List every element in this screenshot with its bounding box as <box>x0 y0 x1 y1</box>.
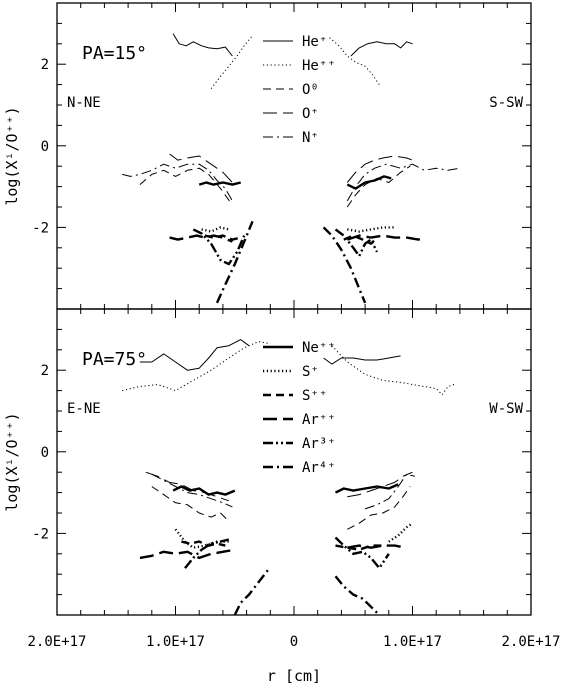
series-line <box>122 341 271 392</box>
legend-label: Ar⁺⁺ <box>302 412 336 428</box>
legend-label: O⁺ <box>302 106 319 122</box>
panel-top: -2 0 2 log(Xⁱ/O⁺⁺) PA=15° N-NE S-SW He⁺ He⁺⁺ O⁰ O⁺… <box>3 2 532 310</box>
legend-label: N⁺ <box>302 130 319 146</box>
right-direction-label: S-SW <box>489 95 523 111</box>
legend-label: Ne⁺⁺ <box>302 340 336 356</box>
series-line <box>192 228 246 266</box>
y-tick-label: 2 <box>41 57 49 73</box>
left-direction-label: N-NE <box>67 95 101 111</box>
series-line <box>210 35 253 90</box>
series-line <box>334 575 381 616</box>
y-tick-label: 0 <box>41 445 49 461</box>
panel-title: PA=15° <box>82 43 147 64</box>
series-line <box>346 234 425 241</box>
series-line <box>322 226 367 304</box>
series-line <box>172 485 236 496</box>
legend-label: S⁺⁺ <box>302 388 327 404</box>
series-line <box>346 175 392 190</box>
series-line <box>388 522 414 543</box>
series-line <box>350 41 413 57</box>
series-line <box>323 355 401 365</box>
y-tick-label: 0 <box>41 139 49 155</box>
y-axis-label: log(Xⁱ/O⁺⁺) <box>3 106 21 205</box>
series-line <box>184 538 230 569</box>
legend-label: Ar³⁺ <box>302 436 336 452</box>
x-tick-label: 1.0E+17 <box>146 634 205 650</box>
series-line <box>139 167 233 206</box>
series-line <box>151 486 230 522</box>
series-line <box>215 220 254 304</box>
series-line <box>346 155 413 183</box>
x-tick-label: 0 <box>290 634 298 650</box>
legend-label: Ar⁴⁺ <box>302 460 336 476</box>
legend-label: He⁺ <box>302 34 327 50</box>
series-line <box>169 234 233 243</box>
series-line <box>331 345 455 396</box>
left-direction-label: E-NE <box>67 401 101 417</box>
series-line <box>335 544 383 551</box>
series-line <box>139 339 250 371</box>
legend-label: O⁰ <box>302 82 319 98</box>
series-line <box>364 473 416 510</box>
y-tick-label: 2 <box>41 363 49 379</box>
panel-title: PA=75° <box>82 349 147 370</box>
series-line <box>334 536 390 570</box>
series-line <box>122 163 233 202</box>
series-line <box>169 153 233 183</box>
x-tick-label: 2.0E+17 <box>501 634 560 650</box>
series-line <box>329 37 380 85</box>
series-line <box>198 181 241 186</box>
y-tick-label: -2 <box>32 526 49 542</box>
series-line <box>151 473 233 508</box>
series-line <box>347 226 395 233</box>
series-line <box>181 540 226 547</box>
series-line <box>233 569 269 616</box>
series-line <box>139 548 236 560</box>
series-line <box>201 226 230 233</box>
series-line <box>334 483 399 494</box>
panel-bottom: -2 0 2 log(Xⁱ/O⁺⁺) PA=75° E-NE W-SW Ne⁺⁺ S⁺ S⁺⁺ Ar… <box>3 308 561 685</box>
series-line <box>347 544 407 549</box>
x-axis-label: r [cm] <box>267 667 321 685</box>
y-axis-label: log(Xⁱ/O⁺⁺) <box>3 412 21 511</box>
x-tick-label: 2.0E+17 <box>27 634 86 650</box>
legend-label: S⁺ <box>302 364 319 380</box>
series-line <box>347 486 411 530</box>
series-line <box>172 33 233 57</box>
right-direction-label: W-SW <box>489 401 523 417</box>
x-tick-label: 1.0E+17 <box>383 634 442 650</box>
series-line <box>346 163 460 202</box>
y-tick-label: -2 <box>32 220 49 236</box>
legend-label: He⁺⁺ <box>302 58 336 74</box>
series-line <box>145 471 229 502</box>
series-line <box>347 471 413 498</box>
